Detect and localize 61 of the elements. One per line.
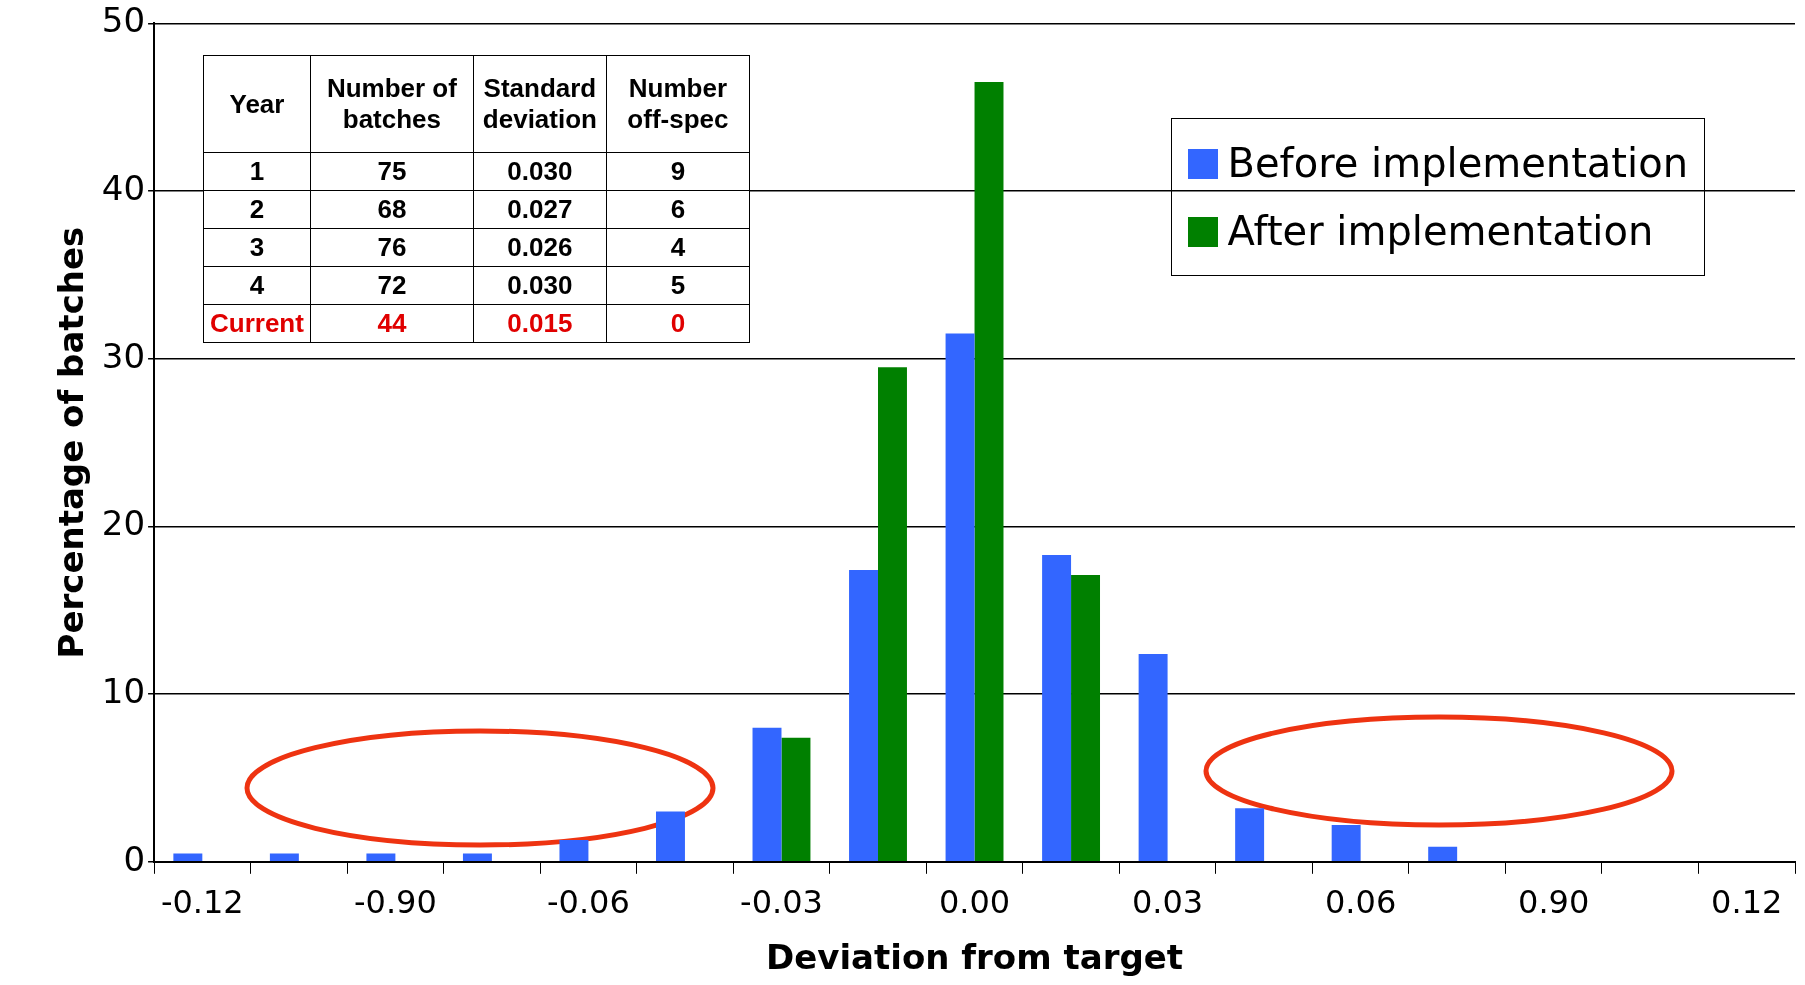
- bar: [1138, 653, 1168, 862]
- bar: [974, 82, 1004, 862]
- annotation: Standard deviation: [473, 55, 607, 153]
- x-tick-label: -0.12: [160, 883, 244, 922]
- annotation: Number off-spec: [606, 55, 750, 153]
- annotation: 75: [310, 152, 474, 191]
- annotation: 0.015: [473, 304, 607, 343]
- bar: [173, 853, 203, 862]
- x-axis-title: Deviation from target: [765, 937, 1184, 978]
- bar: [366, 853, 396, 862]
- bar: [849, 570, 879, 862]
- bar: [1235, 808, 1265, 862]
- y-tick-label: 20: [101, 503, 146, 544]
- bar: [752, 727, 782, 862]
- x-tick-label: 0.06: [1325, 883, 1397, 922]
- y-tick-label: 40: [101, 167, 146, 208]
- annotation: 68: [310, 190, 474, 229]
- bar: [656, 811, 685, 862]
- x-tick-label: -0.06: [547, 883, 630, 922]
- bar: [1042, 554, 1072, 862]
- annotation: 72: [310, 266, 474, 305]
- annotation: 3: [203, 228, 311, 267]
- annotation: 44: [310, 304, 474, 343]
- x-tick-label: -0.03: [740, 883, 823, 922]
- bar: [878, 367, 907, 862]
- annotation: Number of batches: [310, 55, 474, 153]
- bar: [462, 853, 492, 862]
- annotation: 6: [606, 190, 750, 229]
- bar: [559, 840, 589, 862]
- legend-label: Before implementation: [1226, 139, 1688, 189]
- annotation: 76: [310, 228, 474, 267]
- annotation: 0.030: [473, 266, 607, 305]
- x-tick-label: -0.90: [353, 883, 437, 922]
- x-tick-label: 0.12: [1711, 883, 1783, 922]
- legend-label: After implementation: [1226, 207, 1655, 257]
- bar: [1071, 575, 1101, 862]
- bar: [945, 333, 975, 862]
- annotation: 9: [606, 152, 750, 191]
- y-tick-label: 10: [101, 670, 146, 711]
- annotation: Current: [203, 304, 311, 343]
- annotation: 0.030: [473, 152, 607, 191]
- bar: [781, 737, 811, 862]
- x-tick-label: 0.00: [938, 883, 1011, 922]
- bar: [269, 853, 299, 862]
- bar: [1428, 846, 1458, 862]
- annotation: 5: [606, 266, 750, 305]
- x-tick-label: 0.03: [1131, 883, 1204, 922]
- annotation: 1: [203, 152, 311, 191]
- annotation: 4: [606, 228, 750, 267]
- x-tick-label: 0.90: [1518, 883, 1590, 922]
- annotation: 0: [606, 304, 750, 343]
- bar: [1331, 824, 1361, 862]
- annotation: Year: [203, 55, 311, 153]
- y-tick-label: 30: [101, 335, 146, 376]
- y-tick-label: 0: [123, 838, 146, 879]
- y-axis-title: Percentage of batches: [51, 226, 92, 659]
- annotation: 2: [203, 190, 311, 229]
- y-tick-label: 50: [101, 0, 146, 41]
- annotation: 0.027: [473, 190, 607, 229]
- annotation: 0.026: [473, 228, 607, 267]
- annotation: 4: [203, 266, 311, 305]
